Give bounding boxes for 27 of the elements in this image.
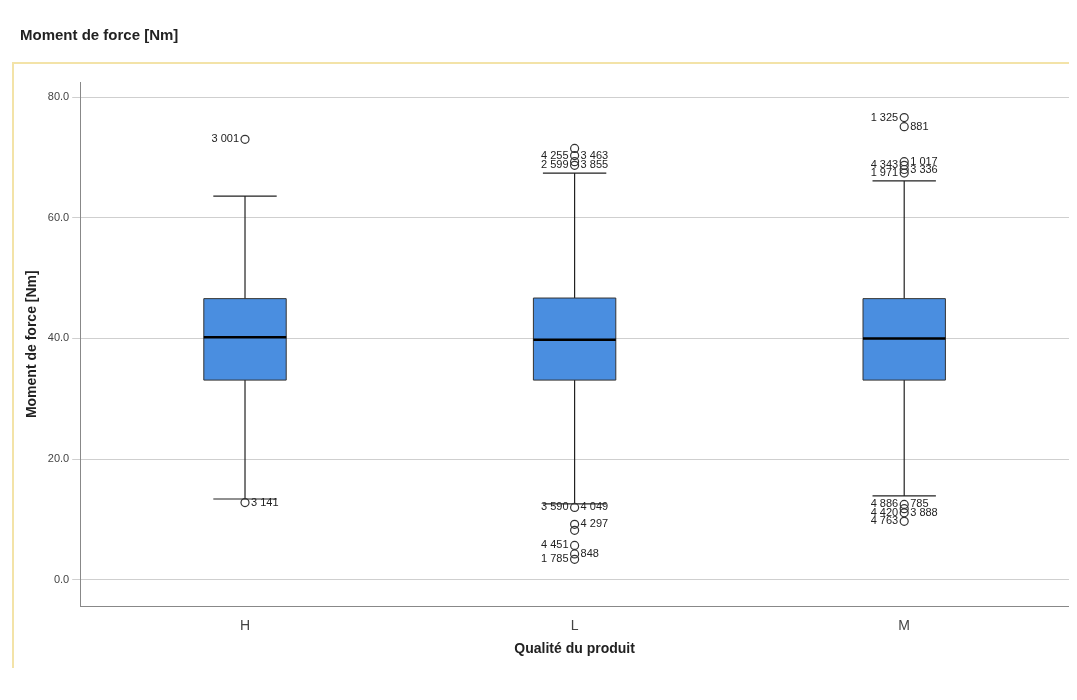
x-tick-label: M <box>898 616 911 633</box>
chart-title: Moment de force [Nm] <box>19 25 180 45</box>
x-tick-label: L <box>570 616 579 633</box>
y-axis-title: Moment de force [Nm] <box>23 270 40 419</box>
annotation: 4 255 <box>541 148 569 161</box>
annotation: 2 599 <box>541 158 569 171</box>
annotation: 4 297 <box>580 517 609 530</box>
annotation: 881 <box>910 119 929 132</box>
x-tick-label: H <box>239 616 251 633</box>
annotation: 1 785 <box>541 552 569 565</box>
x-axis-title: Qualité du produit <box>514 640 636 657</box>
y-tick-label: 40.0 <box>47 331 70 344</box>
annotation: 4 886 <box>870 497 899 510</box>
annotation: 3 590 <box>541 500 569 513</box>
annotation: 3 001 <box>211 132 240 145</box>
y-tick-label: 80.0 <box>47 90 70 103</box>
annotation: 3 855 <box>580 158 609 171</box>
annotation: 4 049 <box>580 500 609 513</box>
annotation: 1 325 <box>870 110 899 123</box>
annotation: 3 463 <box>580 148 609 161</box>
annotation: 785 <box>910 497 929 510</box>
y-tick-label: 60.0 <box>47 210 70 223</box>
annotation: 848 <box>580 546 599 559</box>
annotation: 3 141 <box>251 495 279 508</box>
annotation: 4 451 <box>541 538 569 551</box>
y-tick-label: 20.0 <box>47 452 70 465</box>
y-tick-label: 0.0 <box>53 572 70 585</box>
